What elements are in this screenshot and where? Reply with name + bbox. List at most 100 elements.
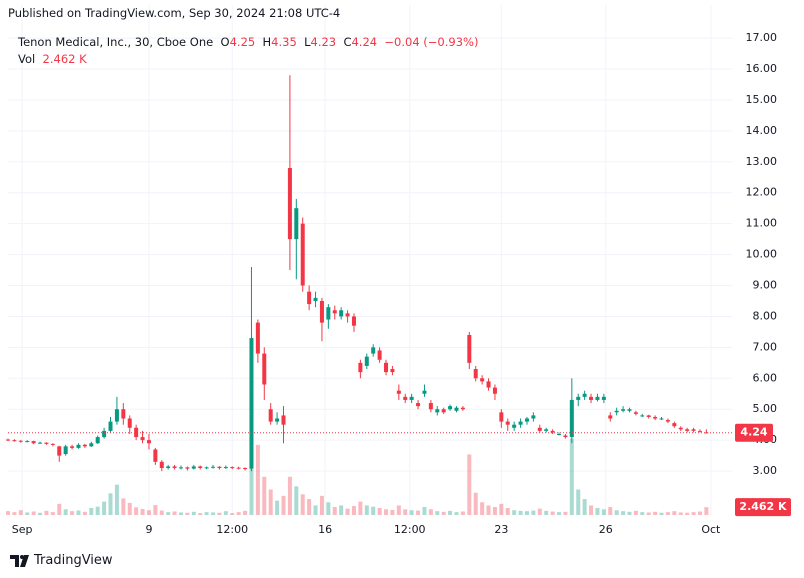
candle-body xyxy=(653,416,658,419)
volume-bar xyxy=(557,512,562,515)
price-tag xyxy=(735,423,773,442)
x-tick-label: Sep xyxy=(12,523,33,536)
candle-body xyxy=(281,415,286,425)
candle-body xyxy=(255,322,260,354)
volume-bar xyxy=(89,507,94,515)
candle-body xyxy=(294,208,299,240)
candle-body xyxy=(691,429,696,431)
volume-bar xyxy=(281,495,286,515)
candle-body xyxy=(646,415,651,417)
x-tick-label: 16 xyxy=(318,523,332,536)
candle-body xyxy=(114,409,119,422)
volume-bar xyxy=(121,498,126,515)
volume-bar xyxy=(454,512,459,515)
candle-body xyxy=(249,338,254,469)
volume-bar xyxy=(704,507,709,515)
volume-bar xyxy=(31,511,36,515)
candle-body xyxy=(672,423,677,427)
volume-bar xyxy=(537,508,542,515)
candle-body xyxy=(595,396,600,400)
candle-body xyxy=(18,440,23,442)
volume-bar xyxy=(550,511,555,515)
volume-bar xyxy=(82,511,87,515)
candle-body xyxy=(454,407,459,411)
volume-bar xyxy=(460,511,465,515)
candle-body xyxy=(127,418,132,428)
volume-bar xyxy=(38,512,43,515)
volume-bar xyxy=(480,502,485,515)
candle-body xyxy=(518,421,523,425)
candle-body xyxy=(95,437,100,444)
volume-bar xyxy=(172,511,177,515)
volume-bar xyxy=(653,511,658,515)
legend-letter: C xyxy=(343,35,352,49)
candle-body xyxy=(371,347,376,354)
volume-bar xyxy=(70,511,75,515)
candle-body xyxy=(384,362,389,373)
volume-bar xyxy=(351,506,356,515)
volume-bar xyxy=(339,505,344,515)
volume-bar xyxy=(102,501,107,515)
candle-body xyxy=(211,466,216,468)
candle-body xyxy=(185,467,190,469)
volume-bar xyxy=(492,507,497,515)
volume-bar xyxy=(518,510,523,515)
volume-bar xyxy=(403,509,408,515)
y-tick-label: 8.00 xyxy=(753,309,778,322)
candle-body xyxy=(102,430,107,438)
candle-body xyxy=(665,420,670,422)
candle-body xyxy=(396,390,401,394)
candle-body xyxy=(38,442,43,444)
volume-bar xyxy=(76,510,81,515)
candle-body xyxy=(44,442,49,444)
legend-change: −0.04 xyxy=(384,35,420,49)
candle-body xyxy=(364,356,369,366)
volume-bar xyxy=(621,511,626,515)
volume-bar xyxy=(307,499,312,515)
candle-body xyxy=(422,390,427,394)
volume-bar xyxy=(159,510,164,515)
volume-bar xyxy=(198,513,203,515)
candle-body xyxy=(236,467,241,469)
candle-body xyxy=(428,403,433,410)
candle-body xyxy=(467,335,472,363)
volume-tag-label: 2.462 K xyxy=(739,500,787,513)
price-tag-label: 4.24 xyxy=(740,426,767,439)
candle-body xyxy=(480,378,485,382)
x-tick-label: 12:00 xyxy=(394,523,426,536)
volume-bar xyxy=(435,511,440,515)
volume-bar xyxy=(178,512,183,515)
candle-body xyxy=(326,307,331,320)
volume-bar xyxy=(57,503,62,515)
candle-body xyxy=(537,427,542,431)
volume-bar xyxy=(672,511,677,515)
candle-body xyxy=(31,441,36,444)
volume-bar xyxy=(300,494,305,515)
x-tick-label: Oct xyxy=(701,523,721,536)
volume-bar xyxy=(319,495,324,515)
volume-bar xyxy=(544,510,549,515)
candle-body xyxy=(492,387,497,394)
candle-body xyxy=(6,439,10,441)
volume-bar xyxy=(678,512,683,515)
candle-body xyxy=(89,443,94,447)
volume-name: Vol xyxy=(18,52,36,66)
candle-body xyxy=(697,430,702,432)
candle-body xyxy=(153,449,158,462)
volume-bar xyxy=(633,510,638,515)
candle-body xyxy=(275,418,280,422)
candle-body xyxy=(300,223,305,286)
y-tick-label: 14.00 xyxy=(746,124,778,137)
volume-bar xyxy=(185,512,190,515)
legend-close: 4.24 xyxy=(351,35,378,49)
candle-body xyxy=(223,467,228,469)
volume-bar xyxy=(230,513,235,515)
symbol: Tenon Medical, Inc., 30, Cboe One xyxy=(18,35,214,49)
candle-body xyxy=(403,396,408,400)
volume-bar xyxy=(134,507,139,515)
volume-bar xyxy=(25,512,30,515)
candle-body xyxy=(134,427,139,438)
brand: TradingView xyxy=(10,553,113,568)
